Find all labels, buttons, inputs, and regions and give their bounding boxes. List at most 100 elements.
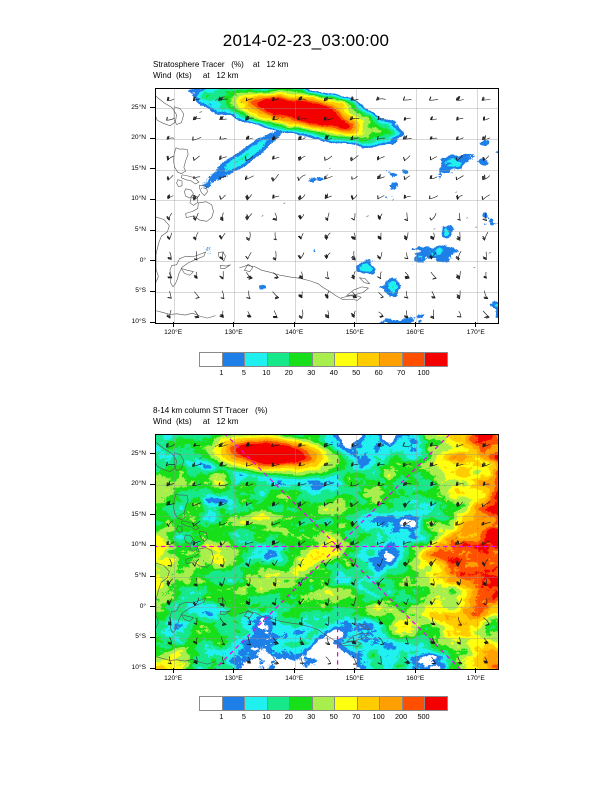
colorbar-tick-label: 1 [219, 368, 224, 377]
colorbar-swatch [266, 697, 290, 710]
colorbar-tick-label: 70 [352, 712, 361, 721]
colorbar-swatch [244, 697, 267, 710]
y-tick [150, 514, 155, 516]
y-axis-label: 5°S [135, 633, 146, 641]
x-axis-label: 130°E [224, 675, 243, 682]
x-tick [354, 322, 356, 327]
x-axis-label: 140°E [285, 329, 304, 336]
y-tick [150, 229, 155, 231]
y-axis-label: 10°S [131, 318, 146, 325]
x-axis-label: 160°E [406, 329, 425, 336]
colorbar-tick-label: 100 [372, 712, 385, 721]
map-upper[interactable] [155, 88, 499, 324]
y-tick [150, 453, 155, 455]
colorbar-swatch [266, 353, 290, 366]
y-tick [150, 606, 155, 608]
colorbar-tick-label: 1 [219, 712, 224, 721]
x-tick [172, 668, 174, 673]
colorbar-lower-ticks: 1 5 10 20 30 50 70 100 200 500 [199, 712, 446, 724]
colorbar-swatch [424, 697, 448, 710]
colorbar-tick-label: 200 [394, 712, 408, 721]
x-axis-label: 170°E [466, 329, 485, 336]
y-axis-label: 0° [139, 602, 146, 610]
page-title: 2014-02-23_03:00:00 [222, 31, 390, 50]
colorbar-swatch [244, 353, 267, 366]
colorbar-swatch [379, 697, 402, 710]
x-axis-label: 120°E [164, 675, 183, 682]
colorbar-tick-label: 50 [329, 712, 338, 721]
colorbar-tick-label: 40 [329, 368, 338, 377]
colorbar-swatch [200, 353, 222, 366]
y-axis-label: 0° [139, 256, 146, 264]
x-axis-label: 140°E [285, 675, 304, 682]
y-tick [150, 290, 155, 292]
colorbar-tick-label: 5 [241, 712, 246, 721]
colorbar-upper [199, 352, 448, 367]
colorbar-tick-label: 60 [374, 368, 383, 377]
y-axis-label: 20°N [131, 134, 146, 142]
colorbar-tick-label: 50 [352, 368, 361, 377]
x-tick [475, 668, 477, 673]
colorbar-swatch [379, 353, 402, 366]
colorbar-swatch [424, 353, 448, 366]
colorbar-tick-label: 500 [417, 712, 430, 721]
colorbar-swatch [334, 697, 357, 710]
y-tick [150, 667, 155, 669]
y-tick [150, 321, 155, 323]
y-tick [150, 198, 155, 200]
x-tick [354, 668, 356, 673]
y-axis-label: 5°N [134, 226, 146, 234]
colorbar-swatch [334, 353, 357, 366]
panel-lower-subtitle-line1: 8-14 km column ST Tracer (%) [153, 406, 268, 415]
y-axis-label: 10°N [131, 541, 146, 549]
x-tick [172, 322, 174, 327]
x-tick [233, 322, 235, 327]
map-lower-canvas [156, 435, 498, 669]
y-axis-label: 20°N [131, 480, 146, 488]
colorbar-lower [199, 696, 448, 711]
colorbar-tick-label: 100 [417, 368, 430, 377]
colorbar-tick-label: 10 [262, 368, 271, 377]
x-axis-label: 170°E [466, 675, 485, 682]
x-axis-label: 150°E [345, 675, 364, 682]
y-axis-label: 10°S [131, 664, 146, 671]
colorbar-swatch [289, 697, 312, 710]
colorbar-upper-ticks: 1 5 10 20 30 40 50 60 70 100 [199, 368, 446, 380]
x-axis-label: 150°E [345, 329, 364, 336]
colorbar-tick-label: 70 [397, 368, 406, 377]
panel-upper-subtitle-line2: Wind (kts) at 12 km [153, 70, 239, 80]
x-axis-label: 120°E [164, 329, 183, 336]
colorbar-tick-label: 20 [284, 368, 293, 377]
y-axis-label: 25°N [131, 103, 146, 111]
x-tick [233, 668, 235, 673]
colorbar-swatch [221, 353, 245, 366]
y-tick [150, 575, 155, 577]
y-axis-label: 5°N [134, 572, 146, 580]
colorbar-swatch [356, 353, 380, 366]
y-axis-label: 5°S [135, 287, 146, 295]
x-tick [293, 668, 295, 673]
colorbar-swatch [311, 697, 335, 710]
y-axis-label: 15°N [131, 164, 146, 172]
y-axis-label: 10°N [131, 195, 146, 203]
x-tick [293, 322, 295, 327]
colorbar-tick-label: 20 [284, 712, 293, 721]
colorbar-tick-label: 30 [307, 368, 316, 377]
y-tick [150, 636, 155, 638]
panel-lower-subtitle-line2: Wind (kts) at 12 km [153, 416, 239, 426]
colorbar-swatch [356, 697, 380, 710]
map-lower[interactable] [155, 434, 499, 670]
y-tick [150, 137, 155, 139]
x-tick [414, 668, 416, 673]
y-axis-label: 15°N [131, 510, 146, 518]
colorbar-tick-label: 5 [241, 368, 246, 377]
colorbar-swatch [221, 697, 245, 710]
y-tick [150, 260, 155, 262]
colorbar-swatch [401, 353, 425, 366]
x-tick [414, 322, 416, 327]
panel-upper-subtitle-line1: Stratosphere Tracer (%) at 12 km [153, 60, 289, 69]
x-axis-label: 160°E [406, 675, 425, 682]
colorbar-tick-label: 30 [307, 712, 316, 721]
y-tick [150, 544, 155, 546]
